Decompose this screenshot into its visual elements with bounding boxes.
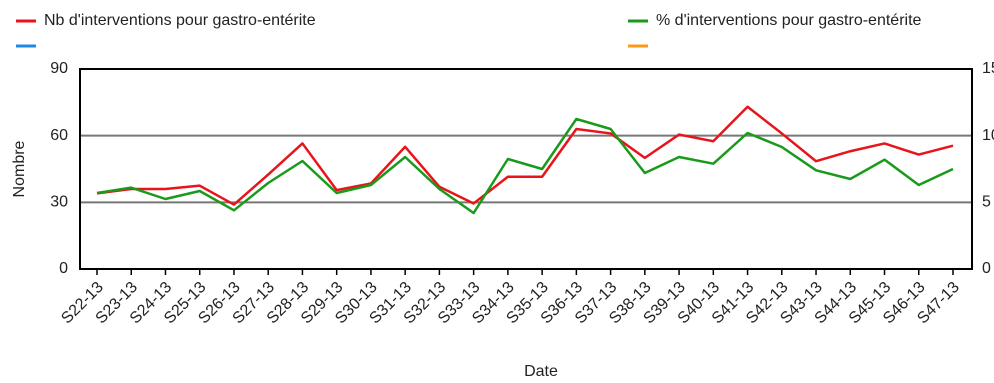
y2-tick-label: 5 <box>982 194 991 211</box>
x-axis-label: Date <box>524 363 558 380</box>
y-axis-label: Nombre <box>11 140 28 197</box>
legend-label: % d'interventions pour gastro-entérite <box>656 12 922 29</box>
y-tick-label: 30 <box>50 194 68 211</box>
y2-tick-label: 15 <box>982 60 994 77</box>
series-line <box>96 117 954 215</box>
y-tick-label: 90 <box>50 60 68 77</box>
series-line <box>96 105 954 206</box>
y-tick-label: 60 <box>50 127 68 144</box>
plot-frame <box>79 68 973 270</box>
y2-tick-label: 0 <box>982 260 991 277</box>
y2-tick-label: 10 <box>982 127 994 144</box>
legend-label: Nb d'interventions pour gastro-entérite <box>44 12 316 29</box>
y-tick-label: 0 <box>59 260 68 277</box>
